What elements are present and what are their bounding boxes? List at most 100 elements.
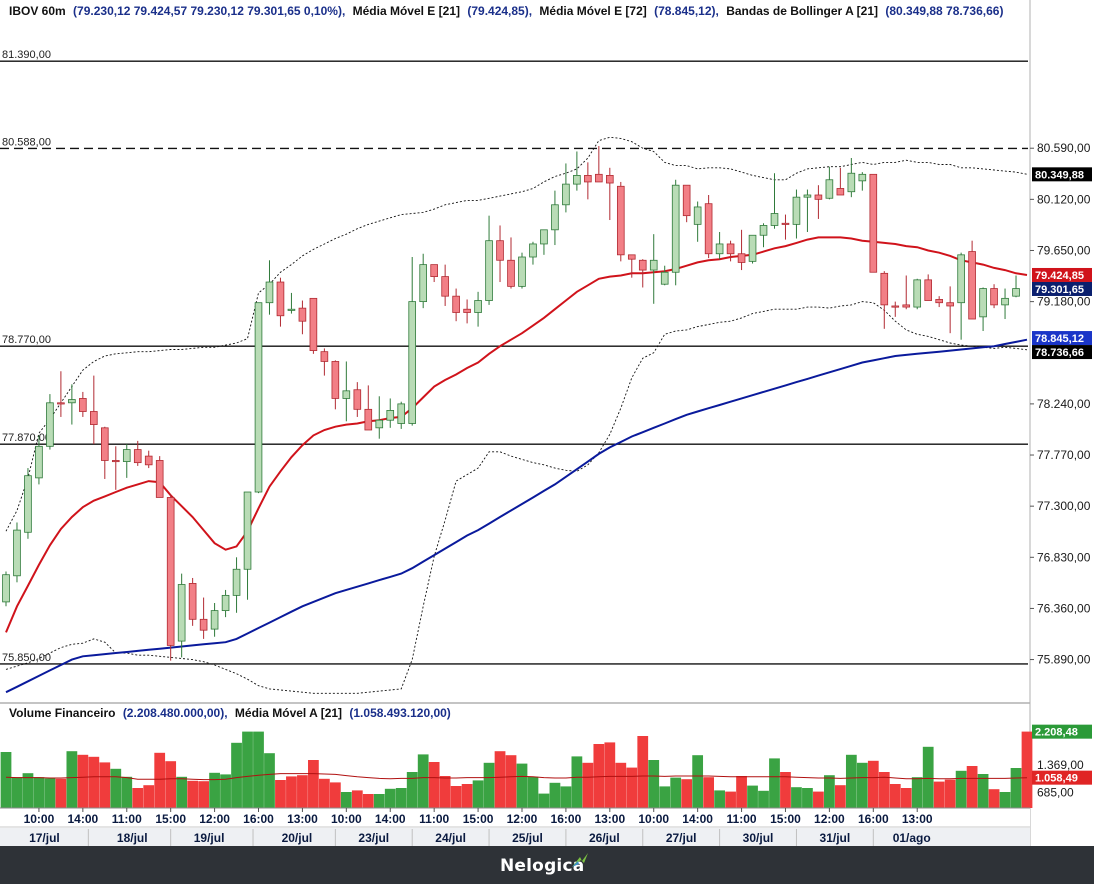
volume-bar — [231, 742, 242, 808]
date-label: 27/jul — [666, 831, 697, 845]
date-label: 25/jul — [512, 831, 543, 845]
volume-bar — [264, 753, 275, 808]
volume-bar — [165, 761, 177, 808]
candle-body — [68, 399, 76, 404]
candle-body — [671, 184, 680, 273]
price-tag-text: 78.736,66 — [1035, 347, 1084, 359]
volume-bar — [999, 792, 1011, 808]
volume-bar — [33, 777, 45, 808]
volume-bar — [977, 774, 989, 808]
time-tick-label: 16:00 — [858, 812, 889, 826]
time-axis-labels: 10:00 14:00 11:00 15:00 12:00 16:00 13:00 10:00… — [24, 808, 933, 846]
candle-body — [902, 304, 911, 308]
volume-bar — [461, 784, 473, 808]
volume-bar — [1021, 731, 1033, 808]
candle-body — [704, 203, 713, 255]
footer-bar: Nelogica — [0, 846, 1094, 884]
volume-bar — [780, 772, 791, 808]
candle-body — [79, 398, 87, 412]
volume-bar — [439, 776, 451, 808]
price-tag-text: 78.845,12 — [1035, 333, 1084, 345]
price-tag — [1032, 345, 1092, 360]
candle-body — [419, 264, 427, 303]
volume-bar — [198, 781, 209, 808]
volume-bar — [176, 776, 188, 808]
candle-body — [46, 402, 54, 447]
candle-body — [726, 243, 735, 255]
chart-canvas[interactable]: IBOV 60m (79.230,12 79.424,57 79.230,12 … — [0, 0, 1094, 846]
volume-tag — [1032, 724, 1092, 739]
candle-body — [101, 427, 109, 461]
candle-body — [199, 618, 208, 631]
nelogica-mark-icon — [572, 853, 588, 867]
candle-body — [990, 288, 998, 306]
volume-bar — [121, 776, 133, 808]
time-tick-label: 13:00 — [902, 812, 933, 826]
candle-body — [792, 196, 801, 225]
volume-bar — [0, 752, 12, 808]
volume-bar — [582, 762, 594, 808]
volume-bar — [889, 784, 901, 808]
volume-bar — [549, 782, 561, 808]
price-axis: 80.590,00 80.120,00 79.650,00 79.180,00 78.2… — [1030, 141, 1092, 667]
date-label: 01/ago — [893, 831, 931, 845]
candle-body — [891, 305, 900, 308]
volume-bar — [955, 770, 967, 808]
candle-body — [660, 271, 669, 285]
volume-bar — [604, 742, 616, 808]
volume-bar — [66, 751, 78, 808]
candle-body — [166, 497, 175, 646]
candle-body — [342, 390, 351, 399]
price-tag — [1032, 167, 1092, 182]
volume-bar — [22, 773, 34, 808]
volume-bar — [593, 744, 605, 808]
candle-body — [584, 175, 592, 183]
volume-bar — [220, 774, 231, 808]
volume-bar — [340, 792, 352, 808]
candle-body — [529, 243, 537, 258]
date-label: 23/jul — [358, 831, 389, 845]
candle-body — [759, 225, 768, 236]
volume-tag — [1032, 770, 1092, 785]
candle-body — [825, 179, 834, 199]
volume-bar — [703, 777, 715, 808]
volume-bar — [99, 762, 111, 808]
candle-body — [90, 411, 98, 425]
volume-bar — [900, 788, 912, 808]
volume-tick-label: 1.369,00 — [1037, 758, 1084, 772]
candle-body — [781, 222, 790, 225]
volume-bar — [483, 762, 495, 808]
candle-body — [155, 460, 164, 498]
time-tick-label: 12:00 — [814, 812, 845, 826]
volume-bar — [922, 746, 934, 808]
candle-body — [188, 583, 197, 620]
candle-body — [551, 204, 559, 231]
date-label: 30/jul — [743, 831, 774, 845]
volume-bar — [834, 785, 846, 808]
candle-body — [496, 240, 504, 261]
volume-bar — [417, 754, 429, 808]
volume-bar — [1010, 768, 1022, 808]
volume-bar — [615, 762, 627, 808]
header-ema21-label: Média Móvel E [21] — [353, 4, 460, 18]
volume-bar — [373, 794, 385, 808]
candle-body — [353, 389, 362, 410]
candle-body — [1001, 297, 1009, 306]
volume-bar — [88, 756, 100, 808]
candle-body — [606, 175, 614, 184]
candle-body — [913, 279, 922, 308]
candle-body — [133, 449, 142, 464]
volume-bar — [911, 777, 923, 808]
candle-body — [254, 302, 263, 493]
header-symbol: IBOV 60m — [9, 4, 66, 18]
volume-bar — [933, 781, 945, 808]
price-panel: 81.390,00 80.588,00 78.770,00 77.870,00 75.8… — [0, 49, 1028, 665]
candle-body — [737, 253, 746, 263]
reference-line-label: 78.770,00 — [2, 334, 51, 346]
price-tick-label: 79.180,00 — [1037, 295, 1091, 309]
candle-body — [540, 229, 548, 245]
candle-body — [430, 264, 438, 277]
volume-bar — [867, 760, 879, 808]
time-tick-label: 14:00 — [67, 812, 98, 826]
candle-body — [298, 307, 307, 322]
